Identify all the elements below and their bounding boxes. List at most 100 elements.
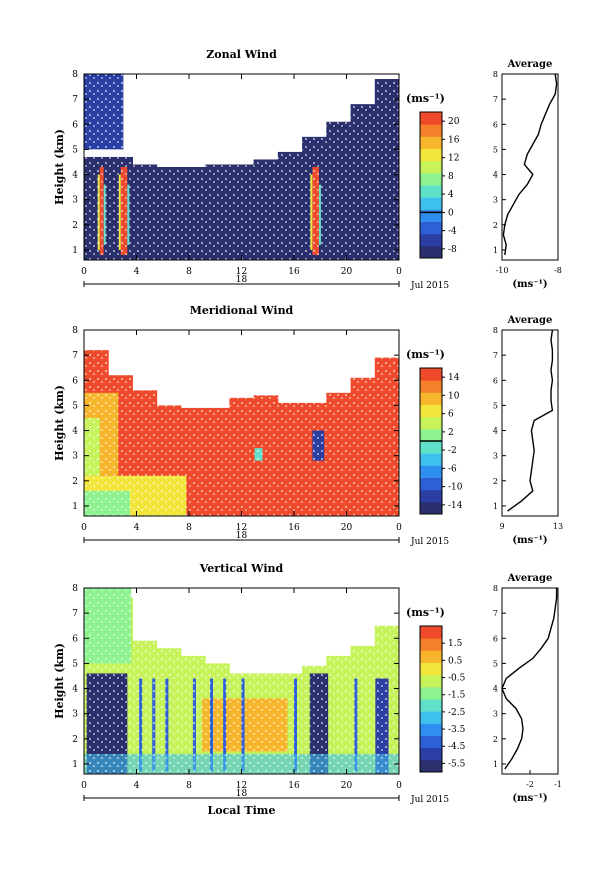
x-tick-label: 4 (134, 267, 140, 277)
day-label: 18 (236, 531, 248, 541)
x-tick-label: 20 (341, 267, 353, 277)
average-x-tick-label: -1 (554, 780, 562, 789)
colorbar-tick-label: 14 (448, 373, 460, 383)
colorbar-unit: (ms⁻¹) (406, 606, 445, 619)
colorbar-swatch (420, 489, 442, 503)
average-x-label: (ms⁻¹) (512, 279, 547, 290)
average-y-tick-label: 4 (493, 685, 498, 694)
colorbar-swatch (420, 197, 442, 210)
average-profile-line (507, 329, 554, 512)
colorbar-swatch (420, 404, 442, 418)
average-y-tick-label: 1 (493, 760, 498, 769)
average-y-tick-label: 3 (493, 710, 498, 719)
y-tick-label: 4 (72, 685, 78, 695)
heatmap-speckle (84, 588, 399, 774)
colorbar-swatch (420, 747, 442, 761)
y-tick-label: 8 (72, 326, 78, 336)
y-tick-label: 6 (72, 120, 78, 130)
y-tick-label: 2 (72, 221, 78, 231)
colorbar-swatch (420, 148, 442, 162)
colorbar-tick-label: 0.5 (448, 656, 463, 666)
y-tick-label: 3 (72, 452, 78, 462)
colorbar-tick-label: 6 (448, 410, 454, 420)
average-frame (501, 587, 559, 775)
colorbar-swatch (420, 699, 442, 712)
y-tick-label: 6 (72, 376, 78, 386)
average-frame (501, 329, 559, 517)
average-y-tick-label: 2 (493, 735, 498, 744)
y-tick-label: 4 (72, 171, 78, 181)
average-title: Average (507, 573, 553, 584)
x-tick-label: 16 (288, 267, 300, 277)
colorbar-swatch (420, 674, 442, 688)
y-tick-label: 8 (72, 584, 78, 594)
colorbar-frame (419, 111, 443, 259)
x-tick-label: 0 (396, 267, 402, 277)
y-tick-label: 2 (72, 735, 78, 745)
x-tick-label: 20 (341, 781, 353, 791)
colorbar-tick-label: -10 (448, 483, 463, 493)
y-axis-label: Height (km) (53, 385, 66, 461)
colorbar-tick-label: -8 (448, 245, 457, 255)
colorbar-swatch (420, 650, 442, 663)
y-tick-label: 5 (72, 145, 78, 155)
average-y-tick-label: 5 (493, 401, 498, 410)
colorbar-swatch (420, 723, 442, 736)
y-tick-label: 7 (72, 351, 78, 361)
colorbar-swatch (420, 453, 442, 466)
colorbar-swatch (420, 368, 442, 381)
colorbar-swatch (420, 711, 442, 724)
day-label: 18 (236, 275, 248, 285)
colorbar-tick-label: 20 (448, 117, 460, 127)
colorbar-tick-label: -4 (448, 227, 457, 237)
y-tick-label: 5 (72, 401, 78, 411)
colorbar-swatch (420, 441, 442, 454)
colorbar-swatch (420, 185, 442, 198)
x-tick-label: 4 (134, 523, 140, 533)
colorbar-tick-label: -5.5 (448, 759, 466, 769)
colorbar-swatch (420, 392, 442, 405)
colorbar-swatch (420, 465, 442, 478)
x-tick-label: 8 (186, 267, 192, 277)
colorbar-swatch (420, 136, 442, 149)
average-y-tick-label: 6 (493, 120, 498, 129)
average-y-tick-label: 4 (493, 427, 498, 436)
average-profile-line (501, 588, 558, 770)
y-tick-label: 5 (72, 659, 78, 669)
average-title: Average (507, 59, 553, 70)
day-label: 18 (236, 789, 248, 799)
x-tick-label: 0 (396, 523, 402, 533)
colorbar-swatch (420, 686, 442, 700)
average-y-tick-label: 6 (493, 634, 498, 643)
date-label: Jul 2015 (410, 281, 449, 291)
x-tick-label: 12 (236, 781, 247, 791)
x-tick-label: 8 (186, 781, 192, 791)
colorbar-tick-label: -4.5 (448, 742, 466, 752)
colorbar-tick-label: -3.5 (448, 725, 466, 735)
y-axis-label: Height (km) (53, 643, 66, 719)
average-y-tick-label: 5 (493, 659, 498, 668)
colorbar-tick-label: -14 (448, 501, 463, 511)
colorbar-swatch (420, 172, 442, 186)
average-y-tick-label: 7 (493, 609, 498, 618)
colorbar-swatch (420, 416, 442, 430)
colorbar-swatch (420, 735, 442, 749)
average-y-tick-label: 2 (493, 221, 498, 230)
average-profile-line (502, 73, 558, 256)
average-y-tick-label: 8 (493, 326, 498, 335)
panel-title: Meridional Wind (190, 304, 294, 317)
average-y-tick-label: 3 (493, 452, 498, 461)
y-tick-label: 6 (72, 634, 78, 644)
colorbar-tick-label: 10 (448, 391, 460, 401)
colorbar-tick-label: -0.5 (448, 674, 466, 684)
colorbar-tick-label: 8 (448, 172, 454, 182)
average-x-tick-label: -8 (554, 266, 562, 275)
colorbar-swatch (420, 638, 442, 651)
colorbar-swatch (420, 626, 442, 639)
average-y-tick-label: 1 (493, 246, 498, 255)
colorbar-swatch (420, 112, 442, 125)
average-y-tick-label: 8 (493, 70, 498, 79)
